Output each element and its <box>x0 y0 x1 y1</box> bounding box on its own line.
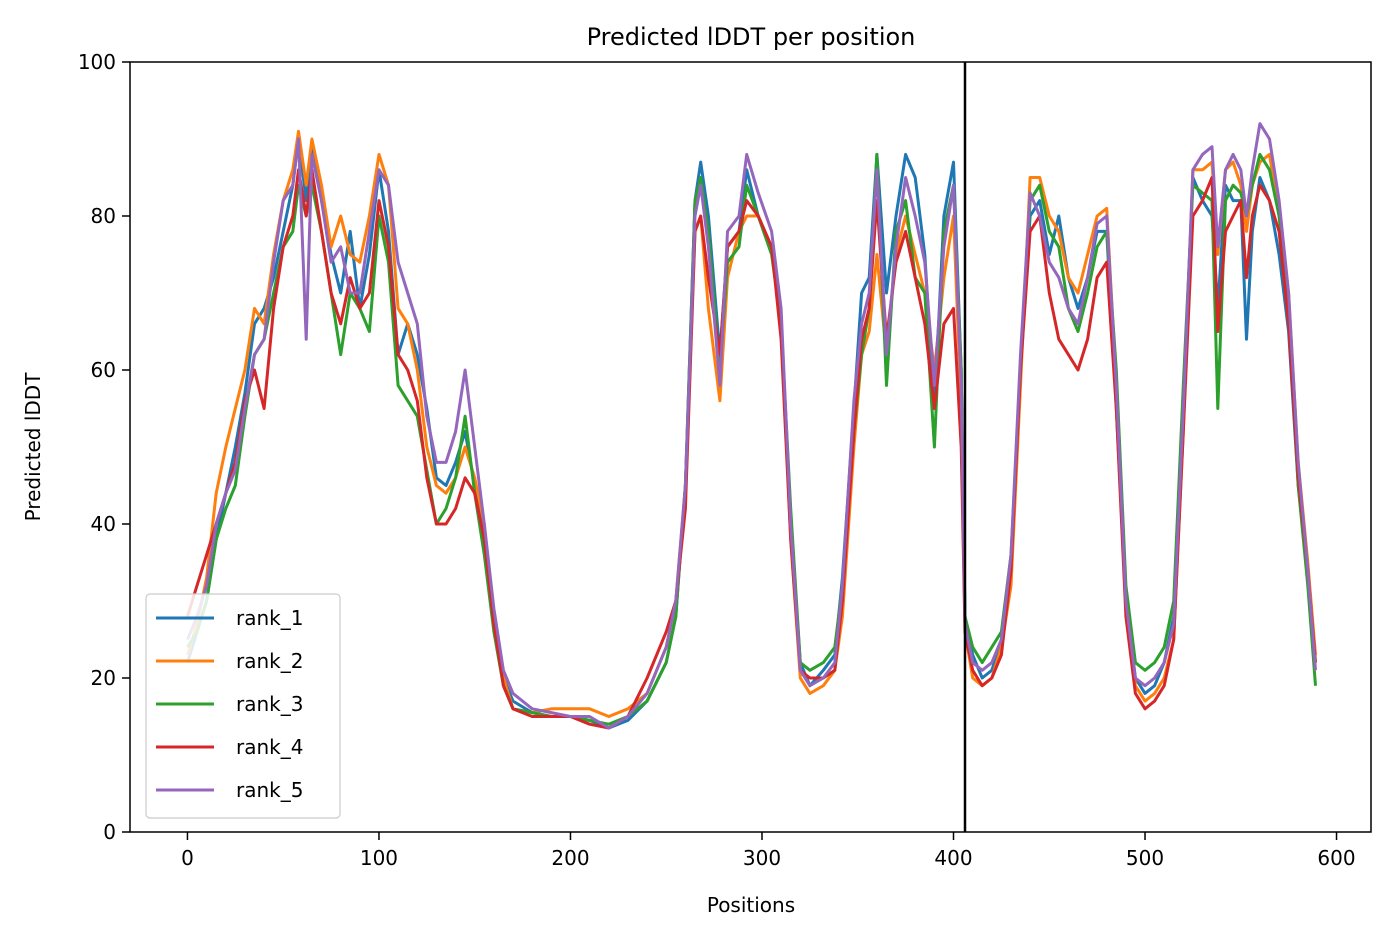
x-tick-label: 200 <box>551 846 589 870</box>
y-axis-label: Predicted lDDT <box>21 372 45 522</box>
legend-label-rank_2: rank_2 <box>236 649 303 673</box>
x-tick-label: 300 <box>743 846 781 870</box>
y-tick-label: 60 <box>91 358 116 382</box>
series-line-rank_3 <box>186 152 1317 726</box>
series-line-rank_5 <box>186 122 1317 730</box>
chart-title: Predicted lDDT per position <box>587 23 916 51</box>
series-lines <box>186 122 1317 730</box>
legend-label-rank_3: rank_3 <box>236 692 303 716</box>
x-axis-label: Positions <box>707 893 795 917</box>
legend: rank_1 rank_2 rank_3 rank_4 rank_5 <box>145 593 341 819</box>
y-tick-label: 80 <box>91 204 116 228</box>
series-line-rank_2 <box>186 129 1317 718</box>
y-tick-label: 20 <box>91 666 116 690</box>
x-tick-label: 600 <box>1317 846 1355 870</box>
y-axis-ticks: 0 20 40 60 80 100 <box>78 50 130 844</box>
x-axis-ticks: 0 100 200 300 400 500 600 <box>181 832 1356 870</box>
y-tick-label: 40 <box>91 512 116 536</box>
legend-box <box>145 593 341 819</box>
legend-label-rank_5: rank_5 <box>236 778 303 802</box>
x-tick-label: 100 <box>360 846 398 870</box>
x-tick-label: 400 <box>934 846 972 870</box>
legend-label-rank_1: rank_1 <box>236 606 303 630</box>
y-tick-label: 0 <box>103 820 116 844</box>
x-tick-label: 0 <box>181 846 194 870</box>
legend-label-rank_4: rank_4 <box>236 735 303 759</box>
series-line-rank_4 <box>186 168 1317 730</box>
x-tick-label: 500 <box>1126 846 1164 870</box>
y-tick-label: 100 <box>78 50 116 74</box>
plot-frame <box>129 61 1372 833</box>
series-line-rank_1 <box>186 137 1317 730</box>
